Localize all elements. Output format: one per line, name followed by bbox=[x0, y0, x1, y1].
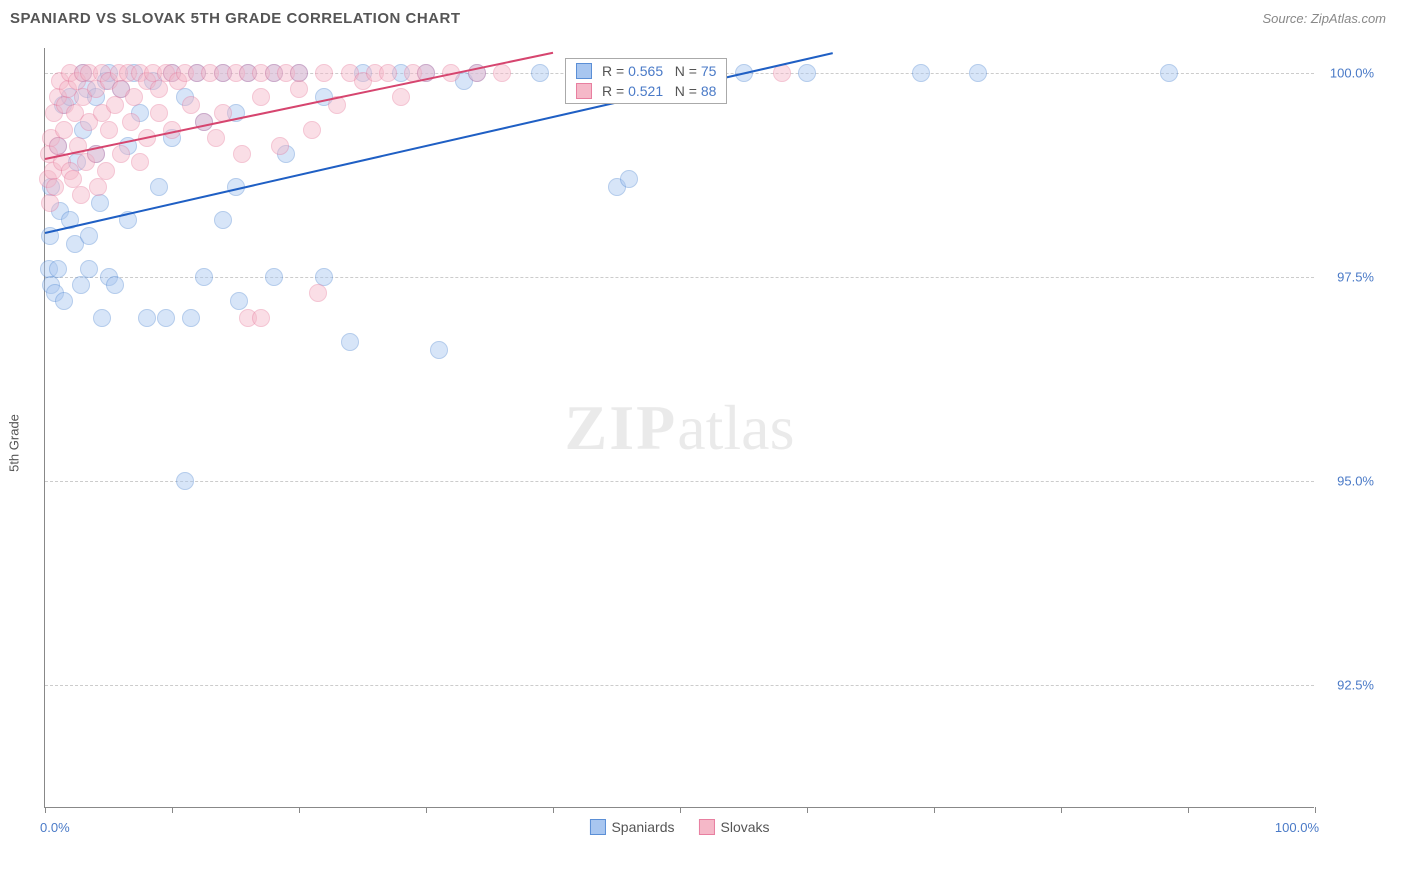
data-point bbox=[182, 96, 200, 114]
data-point bbox=[55, 121, 73, 139]
chart-container: ZIPatlas 100.0%97.5%95.0%92.5%0.0%100.0%… bbox=[44, 48, 1384, 838]
stats-row: R = 0.521 N = 88 bbox=[576, 83, 716, 99]
data-point bbox=[230, 292, 248, 310]
data-point bbox=[100, 121, 118, 139]
legend: Spaniards Slovaks bbox=[589, 819, 769, 835]
data-point bbox=[969, 64, 987, 82]
data-point bbox=[531, 64, 549, 82]
data-point bbox=[290, 80, 308, 98]
series-swatch bbox=[576, 63, 592, 79]
data-point bbox=[303, 121, 321, 139]
data-point bbox=[214, 211, 232, 229]
x-axis-min-label: 0.0% bbox=[40, 820, 70, 835]
data-point bbox=[131, 153, 149, 171]
legend-label: Slovaks bbox=[721, 819, 770, 835]
data-point bbox=[252, 88, 270, 106]
data-point bbox=[89, 178, 107, 196]
data-point bbox=[315, 268, 333, 286]
data-point bbox=[620, 170, 638, 188]
y-tick-label: 95.0% bbox=[1319, 474, 1374, 489]
data-point bbox=[195, 268, 213, 286]
x-tick bbox=[45, 807, 46, 813]
data-point bbox=[392, 88, 410, 106]
y-tick-label: 100.0% bbox=[1319, 65, 1374, 80]
data-point bbox=[106, 276, 124, 294]
y-axis-title: 5th Grade bbox=[7, 414, 22, 472]
data-point bbox=[271, 137, 289, 155]
data-point bbox=[93, 309, 111, 327]
x-tick bbox=[1315, 807, 1316, 813]
data-point bbox=[150, 80, 168, 98]
y-tick-label: 97.5% bbox=[1319, 269, 1374, 284]
data-point bbox=[49, 260, 67, 278]
data-point bbox=[912, 64, 930, 82]
data-point bbox=[112, 145, 130, 163]
data-point bbox=[182, 309, 200, 327]
data-point bbox=[80, 227, 98, 245]
legend-item: Spaniards bbox=[589, 819, 674, 835]
source-label: Source: ZipAtlas.com bbox=[1262, 11, 1386, 26]
data-point bbox=[315, 64, 333, 82]
y-tick-label: 92.5% bbox=[1319, 678, 1374, 693]
series-swatch bbox=[576, 83, 592, 99]
gridline bbox=[45, 685, 1314, 686]
data-point bbox=[46, 178, 64, 196]
data-point bbox=[265, 268, 283, 286]
data-point bbox=[176, 472, 194, 490]
data-point bbox=[49, 137, 67, 155]
data-point bbox=[97, 162, 115, 180]
data-point bbox=[379, 64, 397, 82]
data-point bbox=[91, 194, 109, 212]
data-point bbox=[55, 292, 73, 310]
data-point bbox=[157, 309, 175, 327]
stats-box: R = 0.565 N = 75 R = 0.521 N = 88 bbox=[565, 58, 727, 104]
data-point bbox=[430, 341, 448, 359]
data-point bbox=[106, 96, 124, 114]
data-point bbox=[64, 170, 82, 188]
legend-label: Spaniards bbox=[611, 819, 674, 835]
data-point bbox=[150, 178, 168, 196]
data-point bbox=[138, 309, 156, 327]
x-tick bbox=[1188, 807, 1189, 813]
chart-header: SPANIARD VS SLOVAK 5TH GRADE CORRELATION… bbox=[0, 0, 1406, 35]
x-tick bbox=[172, 807, 173, 813]
data-point bbox=[309, 284, 327, 302]
x-axis-max-label: 100.0% bbox=[1275, 820, 1319, 835]
x-tick bbox=[807, 807, 808, 813]
data-point bbox=[252, 309, 270, 327]
data-point bbox=[341, 333, 359, 351]
data-point bbox=[41, 194, 59, 212]
data-point bbox=[1160, 64, 1178, 82]
data-point bbox=[290, 64, 308, 82]
x-tick bbox=[1061, 807, 1062, 813]
chart-title: SPANIARD VS SLOVAK 5TH GRADE CORRELATION… bbox=[10, 10, 461, 27]
legend-swatch bbox=[589, 819, 605, 835]
data-point bbox=[798, 64, 816, 82]
data-point bbox=[122, 113, 140, 131]
data-point bbox=[125, 88, 143, 106]
data-point bbox=[493, 64, 511, 82]
x-tick bbox=[680, 807, 681, 813]
x-tick bbox=[934, 807, 935, 813]
stats-text: R = 0.565 N = 75 bbox=[602, 63, 716, 79]
x-tick bbox=[426, 807, 427, 813]
watermark: ZIPatlas bbox=[565, 391, 795, 465]
stats-text: R = 0.521 N = 88 bbox=[602, 83, 716, 99]
data-point bbox=[233, 145, 251, 163]
stats-row: R = 0.565 N = 75 bbox=[576, 63, 716, 79]
legend-swatch bbox=[699, 819, 715, 835]
data-point bbox=[150, 104, 168, 122]
data-point bbox=[207, 129, 225, 147]
data-point bbox=[72, 276, 90, 294]
x-tick bbox=[553, 807, 554, 813]
gridline bbox=[45, 481, 1314, 482]
plot-area: ZIPatlas 100.0%97.5%95.0%92.5%0.0%100.0%… bbox=[44, 48, 1314, 808]
legend-item: Slovaks bbox=[699, 819, 770, 835]
gridline bbox=[45, 277, 1314, 278]
x-tick bbox=[299, 807, 300, 813]
data-point bbox=[80, 260, 98, 278]
data-point bbox=[72, 186, 90, 204]
